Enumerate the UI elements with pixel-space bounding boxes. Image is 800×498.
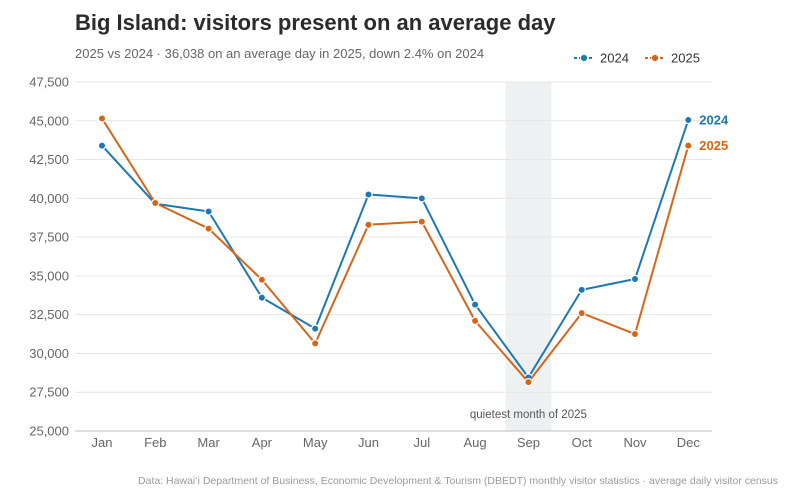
y-tick-label: 30,000 xyxy=(29,346,69,361)
x-tick-label: Jul xyxy=(413,435,430,450)
chart-subtitle: 2025 vs 2024 · 36,038 on an average day … xyxy=(75,46,485,61)
chart-title: Big Island: visitors present on an avera… xyxy=(75,10,556,35)
legend-marker-2025 xyxy=(650,53,660,63)
x-tick-label: Feb xyxy=(144,435,166,450)
data-point-2024 xyxy=(470,300,480,309)
data-point-2024 xyxy=(204,207,213,216)
x-tick-label: Oct xyxy=(572,435,593,450)
x-tick-label: May xyxy=(303,435,328,450)
data-point-2025 xyxy=(204,224,213,233)
x-tick-label: Jan xyxy=(92,435,113,450)
legend-label-2024: 2024 xyxy=(600,51,629,66)
x-tick-label: Dec xyxy=(677,435,701,450)
legend-label-2025: 2025 xyxy=(671,51,700,66)
data-point-2024 xyxy=(364,190,373,199)
y-tick-label: 37,500 xyxy=(29,230,69,245)
y-tick-label: 25,000 xyxy=(29,424,69,439)
data-point-2025 xyxy=(311,339,320,348)
series-line-2025 xyxy=(101,117,690,384)
data-point-2025 xyxy=(364,220,373,229)
x-tick-label: Sep xyxy=(517,435,540,450)
data-point-2025 xyxy=(684,141,693,150)
data-point-2025 xyxy=(151,198,160,208)
source-note: Data: Hawaiʻi Department of Business, Ec… xyxy=(138,475,778,487)
x-tick-label: Jun xyxy=(358,435,379,450)
data-point-2025 xyxy=(524,377,533,387)
y-tick-label: 27,500 xyxy=(29,385,69,400)
series-line-2024 xyxy=(101,119,690,379)
end-label-2024: 2024 xyxy=(699,113,729,128)
data-point-2024 xyxy=(257,293,267,302)
data-point-2025 xyxy=(577,308,586,318)
data-point-2024 xyxy=(97,141,107,150)
y-tick-label: 47,500 xyxy=(29,75,69,90)
y-tick-label: 35,000 xyxy=(29,268,69,283)
legend-marker-2024 xyxy=(579,53,589,63)
data-point-2025 xyxy=(470,316,480,326)
y-tick-label: 40,000 xyxy=(29,191,69,206)
highlight-band xyxy=(505,82,552,431)
data-point-2025 xyxy=(417,217,426,226)
x-tick-label: Apr xyxy=(252,435,273,450)
data-point-2025 xyxy=(257,275,267,284)
data-point-2024 xyxy=(417,194,426,203)
data-point-2024 xyxy=(577,285,586,295)
x-tick-label: Mar xyxy=(197,435,220,450)
data-point-2024 xyxy=(630,274,640,284)
data-point-2024 xyxy=(684,115,693,125)
end-label-2025: 2025 xyxy=(699,138,728,153)
annotation-quietest-month: quietest month of 2025 xyxy=(470,409,587,421)
data-point-2025 xyxy=(97,114,107,123)
y-tick-label: 45,000 xyxy=(29,113,69,128)
y-tick-label: 32,500 xyxy=(29,307,69,322)
y-tick-label: 42,500 xyxy=(29,152,69,167)
data-point-2025 xyxy=(630,329,640,339)
x-tick-label: Aug xyxy=(464,435,487,450)
data-point-2024 xyxy=(311,324,320,333)
x-tick-label: Nov xyxy=(623,435,647,450)
